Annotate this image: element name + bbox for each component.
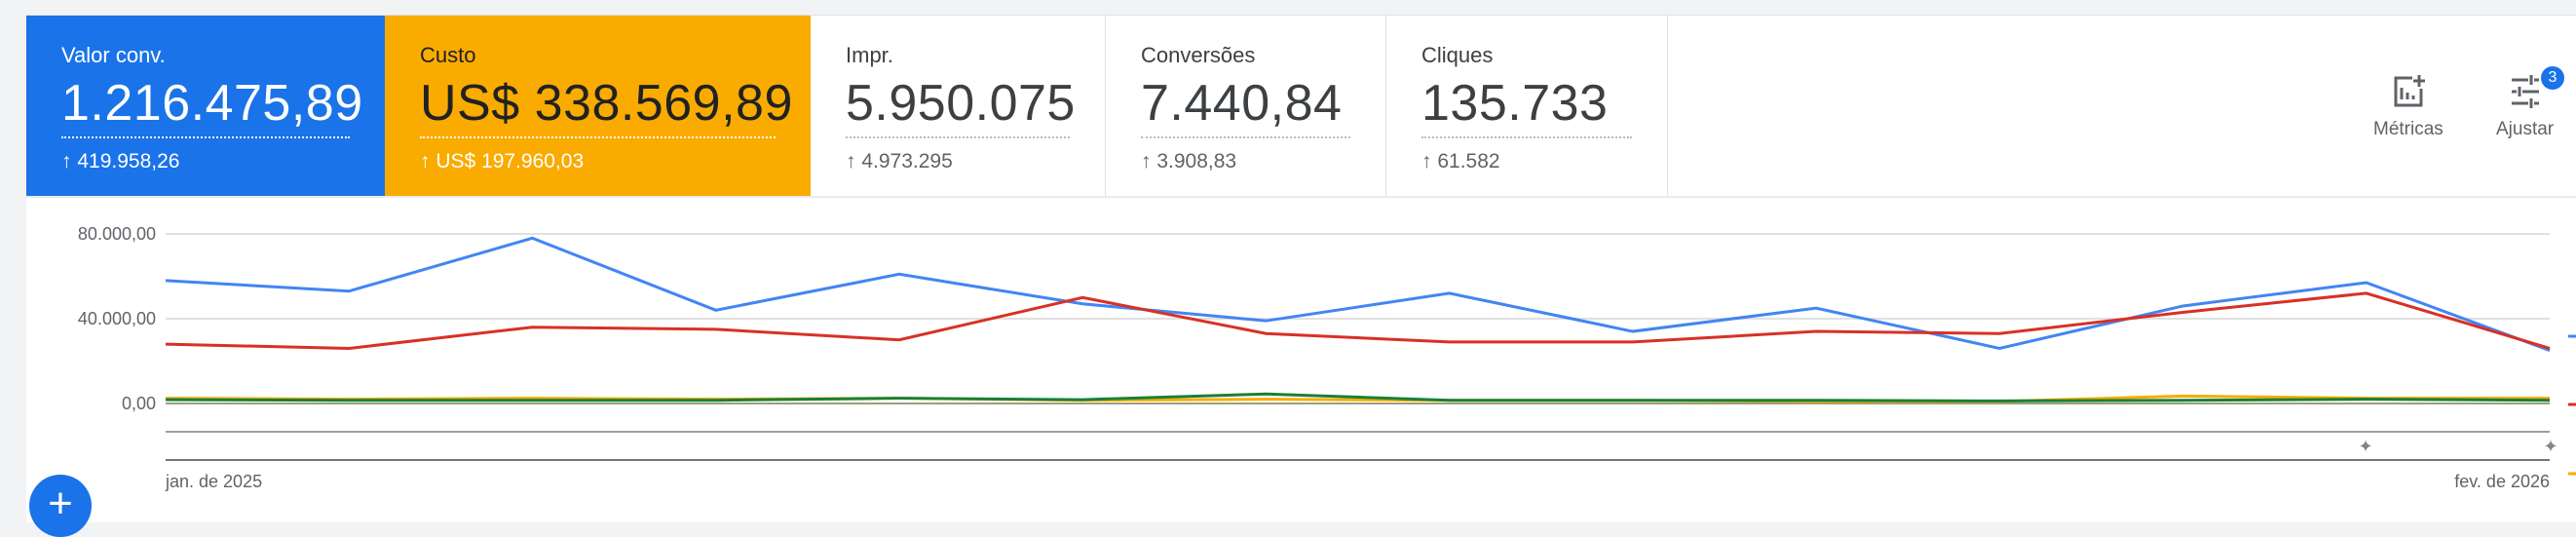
metric-label: Conversões [1141,43,1256,67]
metric-delta: ↑ 4.973.295 [846,150,953,173]
metric-cards: Valor conv. 1.216.475,89 ↑ 419.958,26 Cu… [26,16,1668,196]
metric-card-clicks[interactable]: Cliques 135.733 ↑ 61.582 [1386,16,1668,196]
adjust-label: Ajustar [2496,119,2555,139]
metric-label: Custo [420,43,476,67]
divider [26,196,2576,198]
series-line-3 [165,392,2551,403]
metrics-label: Métricas [2373,119,2443,139]
series-line-2 [165,394,2550,403]
metric-card-conv-value[interactable]: Valor conv. 1.216.475,89 ↑ 419.958,26 [26,16,385,196]
divider [420,136,776,138]
metric-label: Impr. [846,43,893,67]
metric-card-impressions[interactable]: Impr. 5.950.075 ↑ 4.973.295 [811,16,1106,196]
metric-value: 1.216.475,89 [61,75,363,132]
series-line-0 [165,236,2551,353]
metric-delta: ↑ 419.958,26 [61,150,180,173]
y-tick-label: 0,00 [122,394,156,413]
adjust-badge: 3 [2541,66,2564,90]
adjust-button[interactable]: Ajustar [2496,74,2554,140]
series-line-1 [165,291,2551,350]
x-end-label: fev. de 2026 [2454,472,2550,491]
metric-card-conversions[interactable]: Conversões 7.440,84 ↑ 3.908,83 [1106,16,1386,196]
metric-delta: ↑ 61.582 [1421,150,1500,173]
performance-panel: Valor conv. 1.216.475,89 ↑ 419.958,26 Cu… [26,15,2576,522]
sparkle-icon[interactable]: ✦ [2543,437,2557,456]
add-chart-icon [2394,75,2425,107]
metric-value: 5.950.075 [846,75,1076,132]
metric-label: Cliques [1421,43,1494,67]
divider [1421,136,1632,138]
metric-card-cost[interactable]: Custo US$ 338.569,89 ↑ US$ 197.960,03 [385,16,811,196]
metrics-button[interactable]: Métricas [2373,74,2443,140]
metric-value: 7.440,84 [1141,75,1343,132]
divider [846,136,1070,138]
metric-label: Valor conv. [61,43,166,67]
metric-value: 135.733 [1421,75,1609,132]
y-tick-label: 80.000,00 [78,224,156,244]
y-tick-label: 40.000,00 [78,309,156,328]
metric-delta: ↑ 3.908,83 [1141,150,1237,173]
metric-delta: ↑ US$ 197.960,03 [420,150,585,173]
x-start-label: jan. de 2025 [165,472,262,491]
divider [1141,136,1350,138]
line-chart: 80.000,00 40.000,00 0,00 ✦ ✦ jan. de 202… [78,224,2576,491]
divider [61,136,350,138]
metric-value: US$ 338.569,89 [420,75,793,132]
sparkle-icon[interactable]: ✦ [2358,437,2372,456]
tune-icon [2511,75,2539,108]
add-fab-button[interactable]: + [29,475,92,537]
